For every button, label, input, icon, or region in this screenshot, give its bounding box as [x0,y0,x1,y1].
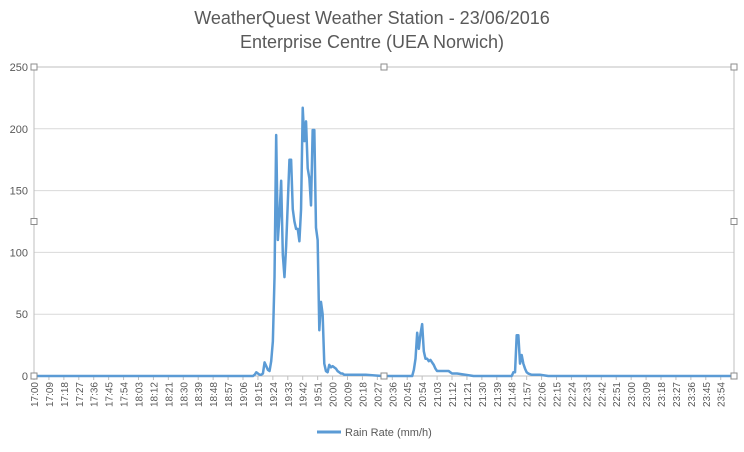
series-lines [34,106,734,378]
x-tick-label: 21:12 [448,382,459,407]
x-tick-label: 22:42 [597,382,608,407]
selection-handles[interactable] [30,63,738,380]
x-tick-label: 17:09 [45,382,56,407]
y-tick-label: 150 [10,186,28,198]
x-tick-label: 18:03 [135,382,146,407]
x-tick-label: 21:03 [433,382,444,407]
resize-handle[interactable] [730,372,738,380]
x-tick-label: 19:15 [254,382,265,407]
y-tick-labels: 0 50 100 150 200 250 [10,62,28,383]
x-tick-label: 17:36 [90,382,101,407]
x-tick-label: 21:39 [493,382,504,407]
axes [33,66,735,377]
x-tick-label: 17:45 [105,382,116,407]
x-tick-label: 20:45 [403,382,414,407]
resize-handle[interactable] [380,372,388,380]
x-tick-label: 21:57 [523,382,534,407]
chart-title: WeatherQuest Weather Station - 23/06/201… [194,8,550,28]
x-tick-label: 19:24 [269,382,280,407]
x-tick-label: 23:36 [687,382,698,407]
x-tick-label: 22:33 [582,382,593,407]
x-tick-label: 20:00 [329,382,340,407]
x-tick-label: 20:54 [418,382,429,407]
resize-handle[interactable] [30,372,38,380]
x-tick-label: 19:33 [284,382,295,407]
plot-area-frame [33,66,735,377]
resize-handle[interactable] [30,63,38,71]
legend-label: Rain Rate (mm/h) [345,427,432,439]
x-tick-label: 23:18 [657,382,668,407]
x-tick-label: 18:12 [149,382,160,407]
x-tick-labels: 17:00 17:09 17:18 17:27 17:36 17:45 17:54 18:03… [30,376,728,407]
x-tick-label: 23:45 [702,382,713,407]
resize-handle[interactable] [30,218,38,225]
gridlines [34,66,734,315]
y-tick-label: 50 [16,309,28,321]
x-tick-label: 19:42 [299,382,310,407]
x-tick-label: 18:39 [194,382,205,407]
resize-handle[interactable] [380,63,388,71]
x-tick-label: 22:15 [553,382,564,407]
x-tick-label: 23:09 [642,382,653,407]
series-line [34,106,734,378]
x-tick-label: 19:06 [239,382,250,407]
x-tick-label: 21:48 [508,382,519,407]
x-tick-label: 18:48 [209,382,220,407]
x-tick-label: 19:51 [314,382,325,407]
resize-handle[interactable] [730,218,738,225]
x-tick-label: 17:18 [60,382,71,407]
x-tick-label: 23:00 [627,382,638,407]
x-tick-label: 18:30 [179,382,190,407]
y-tick-label: 200 [10,124,28,136]
resize-handle[interactable] [730,63,738,71]
x-tick-label: 23:54 [717,382,728,407]
x-tick-label: 20:27 [373,382,384,407]
chart-subtitle: Enterprise Centre (UEA Norwich) [240,32,504,52]
x-tick-label: 20:09 [344,382,355,407]
y-tick-label: 250 [10,62,28,74]
x-tick-label: 22:06 [538,382,549,407]
x-tick-label: 18:57 [224,382,235,407]
x-tick-label: 21:21 [463,382,474,407]
legend: Rain Rate (mm/h) [317,427,432,439]
x-tick-label: 18:21 [164,382,175,407]
y-tick-label: 100 [10,247,28,259]
x-tick-label: 17:27 [75,382,86,407]
x-tick-label: 17:00 [30,382,41,407]
y-tick-label: 0 [22,371,28,383]
x-tick-label: 23:27 [672,382,683,407]
x-tick-label: 21:30 [478,382,489,407]
x-tick-label: 20:18 [358,382,369,407]
x-tick-label: 22:24 [567,382,578,407]
x-tick-label: 17:54 [120,382,131,407]
x-tick-label: 22:51 [612,382,623,407]
x-tick-label: 20:36 [388,382,399,407]
